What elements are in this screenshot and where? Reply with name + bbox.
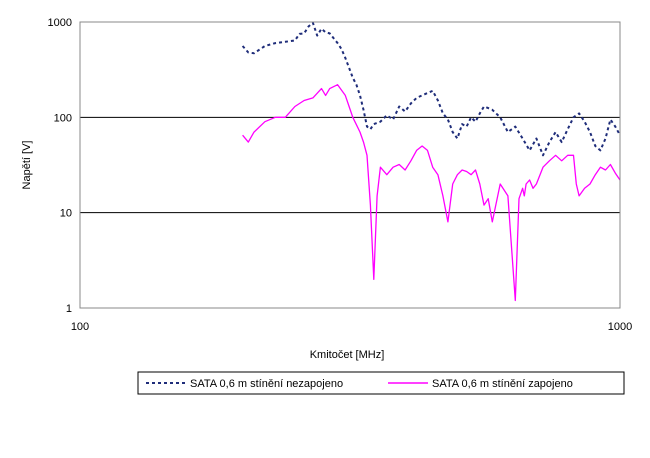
y-tick-label: 100 [54,112,72,124]
legend-label-zapojeno: SATA 0,6 m stínění zapojeno [432,378,573,390]
series-line-0 [241,21,621,157]
series-lines [241,21,621,302]
y-tick-label: 1 [66,303,72,315]
legend: SATA 0,6 m stínění nezapojeno SATA 0,6 m… [137,371,625,395]
plot-area-frame [79,21,621,309]
x-axis-label: Kmitočet [MHz] [310,349,385,361]
y-tick-label: 10 [60,208,72,220]
x-tick-labels: 100 1000 [71,321,632,333]
y-axis-label: Napětí [V] [21,141,33,190]
legend-label-nezapojeno: SATA 0,6 m stínění nezapojeno [190,378,343,390]
legend-box [137,371,625,395]
y-tick-label: 1000 [48,17,72,29]
x-tick-label: 100 [71,321,89,333]
y-tick-labels: 1 10 100 1000 [48,17,72,315]
gridlines [80,21,620,309]
series-line-1 [242,84,621,302]
x-tick-label: 1000 [608,321,632,333]
